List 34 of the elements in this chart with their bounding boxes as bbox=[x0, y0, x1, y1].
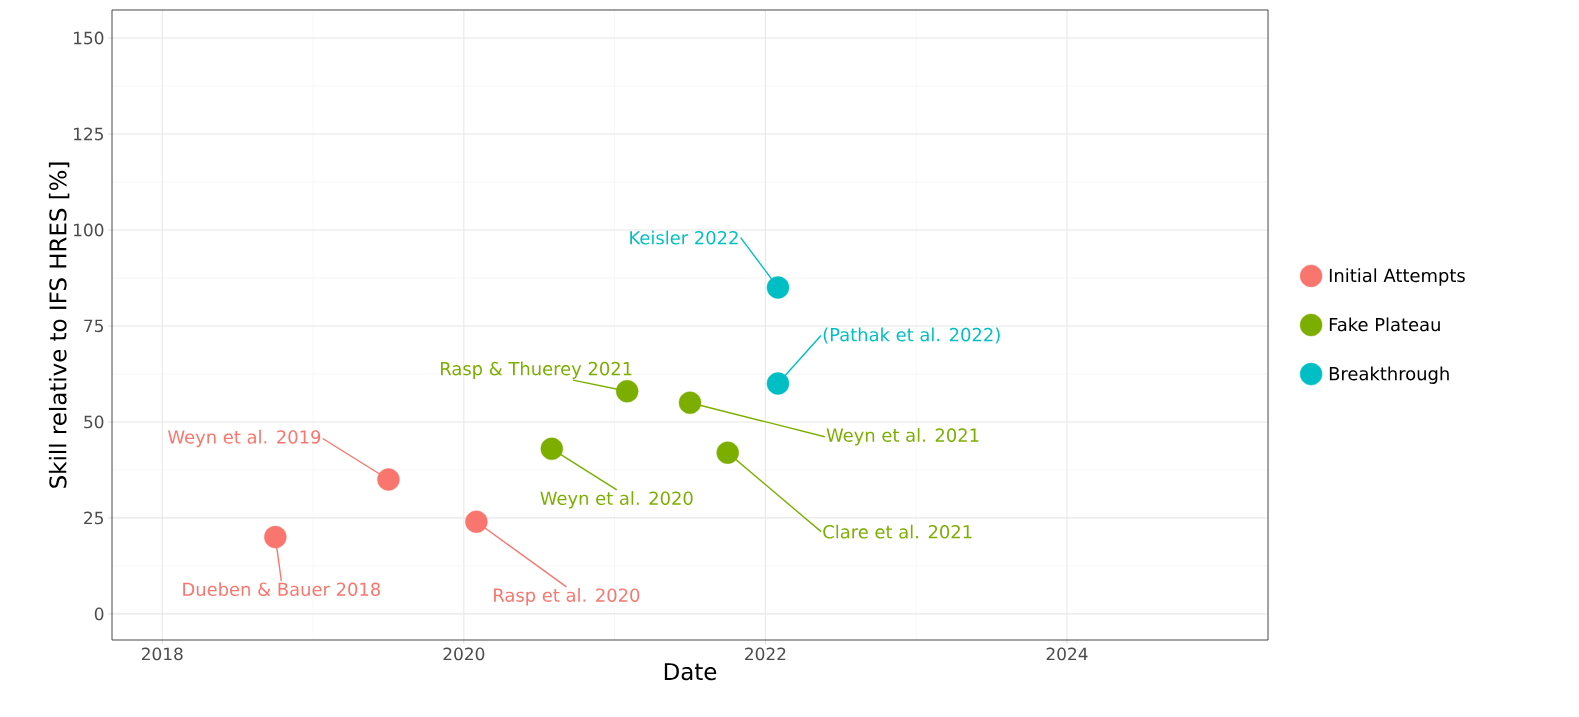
x-tick-label: 2018 bbox=[141, 647, 183, 661]
annotation: (Pathak et al. 2022) bbox=[823, 327, 1000, 344]
annotation: Weyn et al. 2019 bbox=[168, 429, 321, 448]
x-tick-label: 2022 bbox=[745, 647, 786, 661]
y-axis-title: Skill relative to IFS HRES [%] bbox=[48, 162, 70, 488]
annotation: Rasp & Thuerey 2021 bbox=[441, 361, 632, 379]
point bbox=[766, 372, 790, 395]
point bbox=[716, 441, 739, 464]
y-tick-label: 100 bbox=[74, 223, 104, 237]
legend-label: Initial Attempts bbox=[1329, 268, 1465, 286]
point bbox=[264, 525, 287, 549]
point bbox=[465, 510, 488, 533]
x-axis-title: Date bbox=[664, 663, 717, 681]
legend-label: Breakthrough bbox=[1329, 366, 1449, 384]
y-tick-label: 0 bbox=[94, 607, 104, 621]
y-tick-label: 150 bbox=[74, 31, 104, 45]
point bbox=[678, 391, 702, 414]
annotation: Clare et al. 2021 bbox=[823, 524, 972, 539]
annotation: Weyn et al. 2020 bbox=[540, 491, 693, 509]
legend-label: Fake Plateau bbox=[1329, 317, 1440, 332]
y-tick-label: 75 bbox=[84, 319, 104, 333]
y-tick-label: 25 bbox=[84, 511, 104, 525]
annotation: Keisler 2022 bbox=[630, 230, 738, 245]
x-tick-label: 2024 bbox=[1046, 647, 1088, 661]
y-tick-label: 50 bbox=[84, 415, 104, 429]
y-tick-label: 125 bbox=[74, 127, 103, 141]
point bbox=[766, 276, 790, 299]
x-tick-label: 2020 bbox=[443, 647, 485, 661]
annotation: Weyn et al. 2021 bbox=[826, 428, 979, 446]
annotation: Rasp et al. 2020 bbox=[494, 588, 640, 606]
point bbox=[615, 380, 639, 403]
point bbox=[377, 468, 400, 491]
point bbox=[540, 437, 563, 461]
annotation: Dueben & Bauer 2018 bbox=[183, 582, 380, 597]
